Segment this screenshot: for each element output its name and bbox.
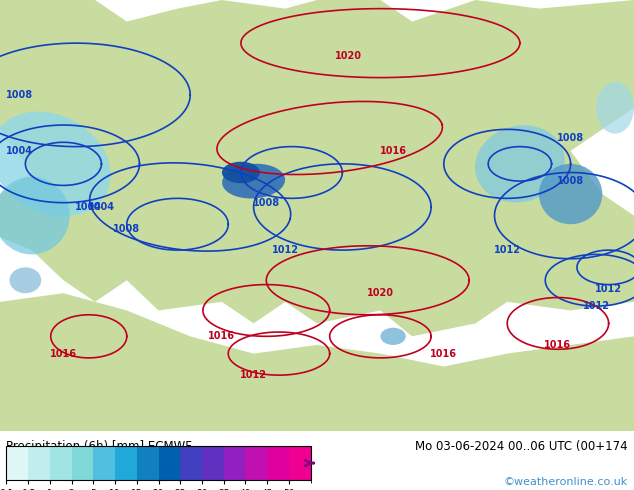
Text: 1016: 1016: [209, 331, 235, 342]
Ellipse shape: [222, 164, 285, 198]
Text: 1012: 1012: [272, 245, 299, 255]
Text: 1012: 1012: [595, 284, 622, 294]
Text: 1016: 1016: [50, 348, 77, 359]
Ellipse shape: [0, 177, 70, 254]
Text: 1016: 1016: [430, 348, 457, 359]
Text: ©weatheronline.co.uk: ©weatheronline.co.uk: [503, 477, 628, 487]
Text: 1004: 1004: [75, 202, 102, 212]
Text: 1008: 1008: [253, 197, 280, 208]
Ellipse shape: [596, 82, 634, 134]
Text: 1008: 1008: [6, 90, 32, 100]
Text: 1016: 1016: [380, 146, 406, 156]
Polygon shape: [0, 0, 634, 336]
Ellipse shape: [0, 112, 111, 216]
Text: 1004: 1004: [6, 146, 32, 156]
Text: 1008: 1008: [113, 223, 140, 234]
Text: 1020: 1020: [367, 288, 394, 298]
Text: 1004: 1004: [88, 202, 115, 212]
Ellipse shape: [475, 125, 565, 202]
Text: 1012: 1012: [494, 245, 521, 255]
Text: 1012: 1012: [240, 370, 267, 380]
Text: 1016: 1016: [545, 340, 571, 350]
Ellipse shape: [539, 164, 602, 224]
Text: 1008: 1008: [557, 176, 584, 186]
Text: 1012: 1012: [583, 301, 609, 311]
Text: 1008: 1008: [557, 133, 584, 143]
Ellipse shape: [10, 268, 41, 293]
Ellipse shape: [380, 328, 406, 345]
Text: Precipitation (6h) [mm] ECMWF: Precipitation (6h) [mm] ECMWF: [6, 440, 192, 453]
Polygon shape: [0, 293, 634, 431]
Ellipse shape: [222, 162, 260, 183]
Text: 1020: 1020: [335, 51, 362, 61]
Text: Mo 03-06-2024 00..06 UTC (00+174: Mo 03-06-2024 00..06 UTC (00+174: [415, 440, 628, 453]
